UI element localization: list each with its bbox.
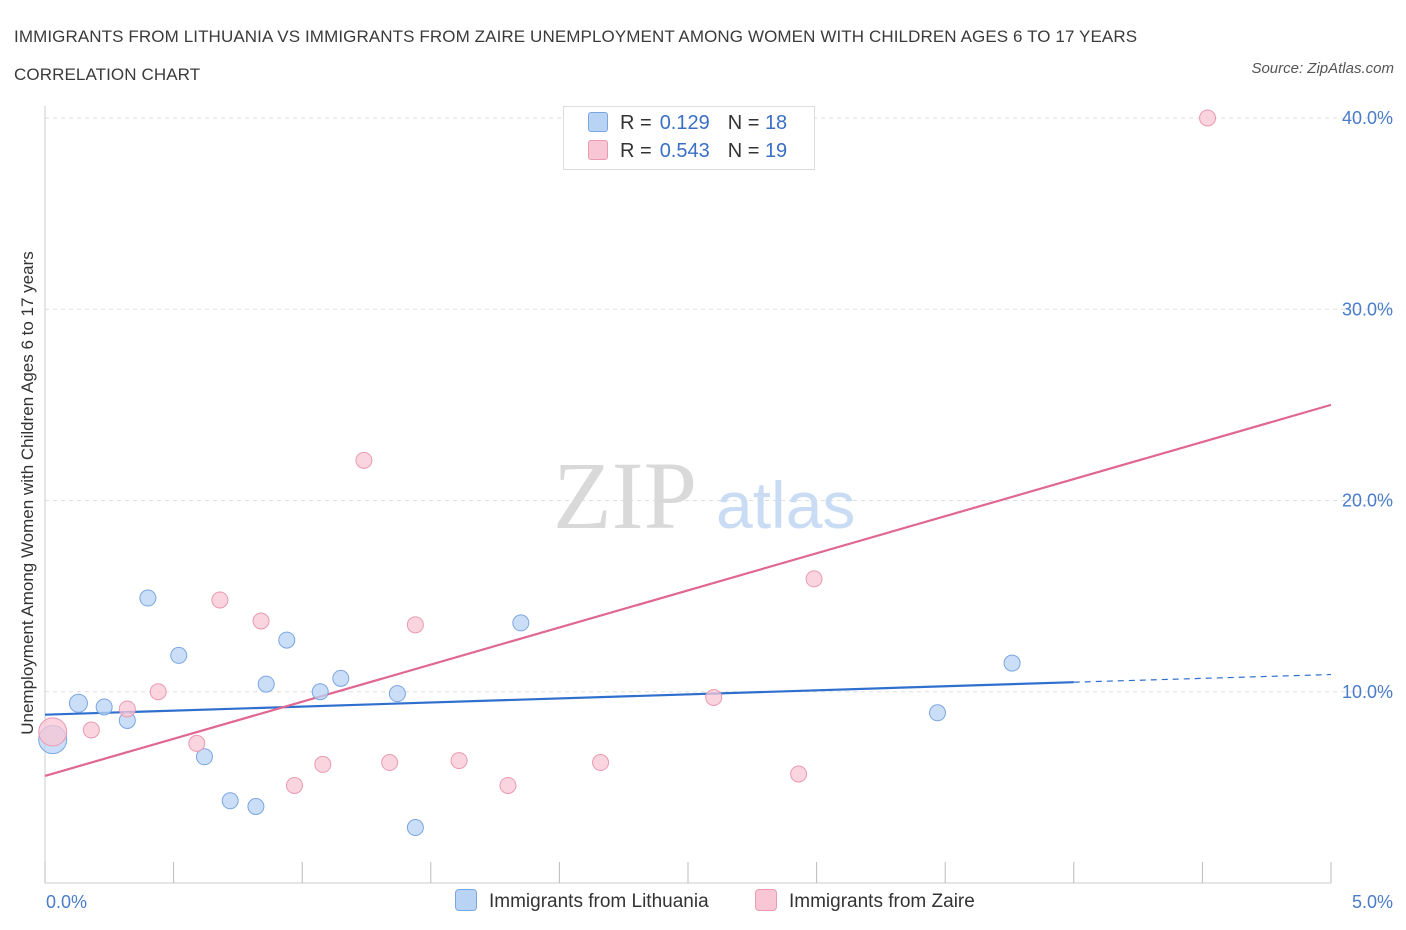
point-zaire xyxy=(285,776,303,794)
trend-line-zaire xyxy=(44,403,1332,777)
point-lithuania xyxy=(195,748,213,766)
y-tick-label: 20.0% xyxy=(1342,491,1393,511)
point-zaire xyxy=(381,754,399,772)
point-zaire xyxy=(188,734,206,752)
point-lithuania xyxy=(95,698,113,716)
legend-n-label: N = xyxy=(727,112,760,134)
point-zaire xyxy=(406,616,424,634)
watermark: ZIP atlas xyxy=(553,442,855,549)
legend-n-label: N = xyxy=(727,140,760,162)
y-tick-label: 30.0% xyxy=(1342,299,1393,319)
legend-n-value: 18 xyxy=(764,112,788,134)
tick-labels: 10.0% 20.0% 30.0% 40.0% 0.0% 5.0% xyxy=(46,108,1393,912)
point-zaire xyxy=(118,700,136,718)
chart-title: IMMIGRANTS FROM LITHUANIA VS IMMIGRANTS … xyxy=(14,27,1138,84)
legend-row-zaire: R = 0.543 N = 19 xyxy=(588,140,787,166)
gridlines xyxy=(45,117,1392,693)
point-lithuania xyxy=(170,646,188,664)
y-tick-label: 40.0% xyxy=(1342,108,1393,128)
x-tick-label: 0.0% xyxy=(46,892,87,912)
legend-row-lithuania: R = 0.129 N = 18 xyxy=(588,112,787,138)
watermark-zip: ZIP xyxy=(553,442,697,549)
point-zaire xyxy=(705,688,723,706)
x-tick-label: 5.0% xyxy=(1352,892,1393,912)
legend-swatch-lithuania xyxy=(588,112,608,132)
point-lithuania xyxy=(311,683,329,701)
point-zaire xyxy=(252,612,270,630)
point-zaire xyxy=(314,755,332,773)
trend-line-extension-lithuania xyxy=(1073,673,1332,683)
data-points xyxy=(38,109,1217,837)
point-lithuania xyxy=(278,631,296,649)
legend-r-label: R = xyxy=(620,140,652,162)
point-lithuania xyxy=(221,792,239,810)
point-lithuania xyxy=(512,614,530,632)
point-zaire xyxy=(790,765,808,783)
point-lithuania xyxy=(139,589,157,607)
series-legend-zaire: Immigrants from Zaire xyxy=(755,889,975,913)
point-zaire xyxy=(805,570,823,588)
y-tick-label: 10.0% xyxy=(1342,682,1393,702)
point-zaire xyxy=(1199,109,1217,127)
point-lithuania xyxy=(68,693,88,713)
series-swatch-zaire xyxy=(755,889,777,911)
point-zaire xyxy=(38,717,68,747)
point-lithuania xyxy=(406,819,424,837)
trend-lines xyxy=(44,403,1332,777)
point-zaire xyxy=(499,776,517,794)
trend-line-lithuania xyxy=(44,681,1074,716)
point-lithuania xyxy=(257,675,275,693)
point-zaire xyxy=(592,754,610,772)
series-legend-lithuania: Immigrants from Lithuania xyxy=(455,889,709,913)
point-lithuania xyxy=(332,669,350,687)
axes xyxy=(44,106,1332,884)
series-label-zaire: Immigrants from Zaire xyxy=(789,891,975,912)
point-zaire xyxy=(211,591,229,609)
point-lithuania xyxy=(247,798,265,815)
point-lithuania xyxy=(928,704,946,722)
point-lithuania xyxy=(1003,654,1021,672)
watermark-atlas: atlas xyxy=(716,468,855,542)
point-zaire xyxy=(82,721,100,739)
series-legend: Immigrants from Lithuania Immigrants fro… xyxy=(0,889,1406,917)
point-zaire xyxy=(149,683,167,701)
point-zaire xyxy=(355,451,373,469)
point-zaire xyxy=(450,752,468,770)
legend-r-label: R = xyxy=(620,112,652,134)
legend-n-value: 19 xyxy=(764,140,788,162)
series-swatch-lithuania xyxy=(455,889,477,911)
legend-swatch-zaire xyxy=(588,140,608,160)
correlation-legend: R = 0.129 N = 18 R = 0.543 N = 19 xyxy=(563,106,815,170)
series-label-lithuania: Immigrants from Lithuania xyxy=(489,891,709,912)
point-lithuania xyxy=(388,685,406,703)
legend-r-value: 0.543 xyxy=(659,140,710,162)
source-label: Source: ZipAtlas.com xyxy=(1251,60,1394,77)
legend-r-value: 0.129 xyxy=(659,112,710,134)
